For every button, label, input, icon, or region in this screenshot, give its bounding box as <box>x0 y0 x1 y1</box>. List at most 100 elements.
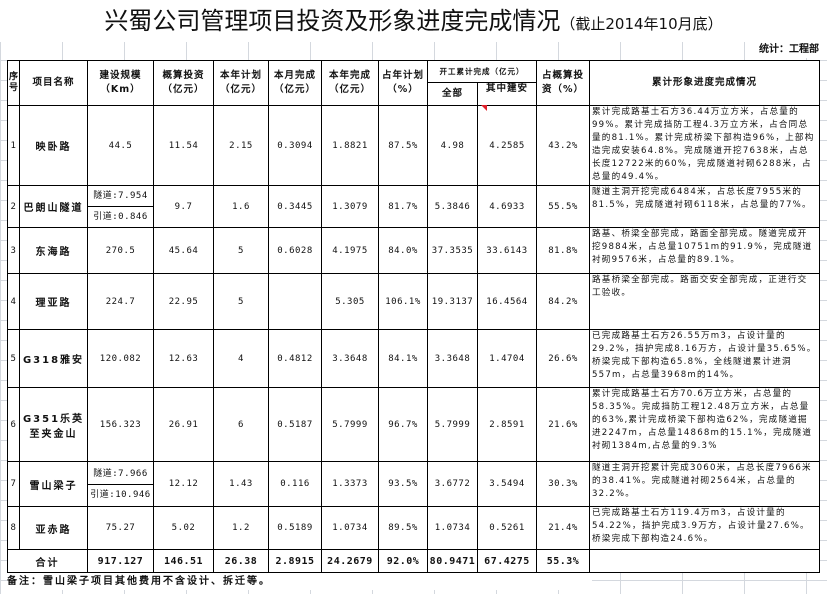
header-cum-ja[interactable]: 其中建安 <box>477 82 537 106</box>
cell-cum-all[interactable]: 4.98 <box>427 105 478 186</box>
total-cum-ja[interactable]: 67.4275 <box>477 549 537 573</box>
cell-pct-budget[interactable]: 55.5% <box>536 185 590 228</box>
cell-name[interactable]: 巴朗山隧道 <box>19 185 88 228</box>
cell-pct-plan[interactable]: 89.5% <box>378 506 428 550</box>
cell-plan[interactable]: 5 <box>213 273 269 330</box>
cell-scale[interactable]: 120.082 <box>87 329 154 388</box>
cell-cum-all[interactable]: 5.7999 <box>427 387 478 462</box>
total-desc[interactable] <box>589 549 820 573</box>
cell-plan[interactable]: 2.15 <box>213 105 269 186</box>
cell-name[interactable]: G318雅安 <box>19 329 88 388</box>
cell-cum-all[interactable]: 37.3535 <box>427 227 478 274</box>
cell-year[interactable]: 1.3079 <box>321 185 379 228</box>
cell-seq[interactable]: 1 <box>7 105 20 186</box>
total-plan[interactable]: 26.38 <box>213 549 269 573</box>
cell-pct-plan[interactable]: 106.1% <box>378 273 428 330</box>
header-cum[interactable]: 开工累计完成（亿元） <box>427 60 537 83</box>
cell-budget[interactable]: 22.95 <box>153 273 214 330</box>
cell-desc[interactable]: 路基桥梁全部完成。路面交安全部完成，正进行交工验收。 <box>589 273 820 330</box>
header-scale[interactable]: 建设规模（Km） <box>87 60 154 106</box>
cell-pct-plan[interactable]: 81.7% <box>378 185 428 228</box>
cell-scale[interactable]: 75.27 <box>87 506 154 550</box>
total-pct-budget[interactable]: 55.3% <box>536 549 590 573</box>
cell-scale[interactable]: 156.323 <box>87 387 154 462</box>
cell-pct-budget[interactable]: 81.8% <box>536 227 590 274</box>
cell-cum-all[interactable]: 5.3846 <box>427 185 478 228</box>
cell-plan[interactable]: 4 <box>213 329 269 388</box>
total-cum-all[interactable]: 80.9471 <box>427 549 478 573</box>
cell-year[interactable]: 5.305 <box>321 273 379 330</box>
cell-name[interactable]: 理亚路 <box>19 273 88 330</box>
total-budget[interactable]: 146.51 <box>153 549 214 573</box>
header-pct-plan[interactable]: 占年计划（%） <box>378 60 428 106</box>
header-pct-budget[interactable]: 占概算投资（%） <box>536 60 590 106</box>
cell-cum-all[interactable]: 1.0734 <box>427 506 478 550</box>
cell-pct-plan[interactable]: 84.1% <box>378 329 428 388</box>
cell-name[interactable]: 映卧路 <box>19 105 88 186</box>
cell-seq[interactable]: 8 <box>7 506 20 550</box>
cell-pct-plan[interactable]: 96.7% <box>378 387 428 462</box>
cell-seq[interactable]: 6 <box>7 387 20 462</box>
cell-cum-all[interactable]: 19.3137 <box>427 273 478 330</box>
cell-cum-ja[interactable]: 0.5261 <box>477 506 537 550</box>
header-seq[interactable]: 序号 <box>7 60 20 106</box>
cell-year[interactable]: 1.3373 <box>321 461 379 507</box>
cell-year[interactable]: 3.3648 <box>321 329 379 388</box>
cell-plan[interactable]: 5 <box>213 227 269 274</box>
cell-month[interactable]: 0.3094 <box>268 105 322 186</box>
header-desc[interactable]: 累计形象进度完成情况 <box>589 60 820 106</box>
cell-plan[interactable]: 1.43 <box>213 461 269 507</box>
cell-pct-plan[interactable]: 84.0% <box>378 227 428 274</box>
cell-seq[interactable]: 3 <box>7 227 20 274</box>
cell-month[interactable]: 0.116 <box>268 461 322 507</box>
header-name[interactable]: 项目名称 <box>19 60 88 106</box>
cell-year[interactable]: 1.8821 <box>321 105 379 186</box>
cell-pct-budget[interactable]: 43.2% <box>536 105 590 186</box>
cell-desc[interactable]: 累计完成路基土石方36.44万立方米，占总量的99%。累计完成挡防工程4.3万立… <box>589 105 820 186</box>
cell-desc[interactable]: 已完成路基土石方26.55万m3，占设计量的29.2%，挡护完成8.16万方，占… <box>589 329 820 388</box>
cell-cum-ja[interactable]: 4.6933 <box>477 185 537 228</box>
header-cum-all[interactable]: 全部 <box>427 82 478 106</box>
cell-name[interactable]: 雪山梁子 <box>19 461 88 507</box>
cell-pct-budget[interactable]: 26.6% <box>536 329 590 388</box>
header-budget[interactable]: 概算投资（亿元） <box>153 60 214 106</box>
cell-cum-ja[interactable]: 3.5494 <box>477 461 537 507</box>
cell-scale[interactable]: 224.7 <box>87 273 154 330</box>
cell-month[interactable]: 0.6028 <box>268 227 322 274</box>
cell-year[interactable]: 5.7999 <box>321 387 379 462</box>
cell-plan[interactable]: 6 <box>213 387 269 462</box>
cell-scale[interactable]: 隧道:7.954 引道:0.846 <box>87 185 154 228</box>
cell-month[interactable]: 0.5187 <box>268 387 322 462</box>
cell-scale[interactable]: 44.5 <box>87 105 154 186</box>
header-year[interactable]: 本年完成（亿元） <box>321 60 379 106</box>
cell-name[interactable]: G351乐英至夹金山 <box>19 387 88 462</box>
cell-scale[interactable]: 隧道:7.966 引道:10.946 <box>87 461 154 507</box>
cell-budget[interactable]: 12.63 <box>153 329 214 388</box>
total-scale[interactable]: 917.127 <box>87 549 154 573</box>
total-pct-plan[interactable]: 92.0% <box>378 549 428 573</box>
cell-budget[interactable]: 5.02 <box>153 506 214 550</box>
cell-desc[interactable]: 路基、桥梁全部完成，路面全部完成。隧道完成开挖9884米，占总量10751m的9… <box>589 227 820 274</box>
cell-name[interactable]: 亚赤路 <box>19 506 88 550</box>
cell-month[interactable]: 0.5189 <box>268 506 322 550</box>
cell-plan[interactable]: 1.2 <box>213 506 269 550</box>
cell-cum-all[interactable]: 3.6772 <box>427 461 478 507</box>
cell-scale[interactable]: 270.5 <box>87 227 154 274</box>
cell-year[interactable]: 1.0734 <box>321 506 379 550</box>
total-year[interactable]: 24.2679 <box>321 549 379 573</box>
cell-pct-budget[interactable]: 21.6% <box>536 387 590 462</box>
cell-cum-ja[interactable]: 1.4704 <box>477 329 537 388</box>
cell-month[interactable] <box>268 273 322 330</box>
cell-month[interactable]: 0.4812 <box>268 329 322 388</box>
cell-cum-all[interactable]: 3.3648 <box>427 329 478 388</box>
cell-budget[interactable]: 9.7 <box>153 185 214 228</box>
cell-month[interactable]: 0.3445 <box>268 185 322 228</box>
total-month[interactable]: 2.8915 <box>268 549 322 573</box>
cell-seq[interactable]: 2 <box>7 185 20 228</box>
cell-plan[interactable]: 1.6 <box>213 185 269 228</box>
cell-desc[interactable]: 隧道主洞开挖完成6484米，占总长度7955米的81.5%，完成隧道衬砌6118… <box>589 185 820 228</box>
cell-budget[interactable]: 26.91 <box>153 387 214 462</box>
cell-budget[interactable]: 11.54 <box>153 105 214 186</box>
cell-budget[interactable]: 45.64 <box>153 227 214 274</box>
cell-desc[interactable]: 累计完成路基土石方70.6万立方米，占总量的58.35%。完成挡防工程12.48… <box>589 387 820 462</box>
